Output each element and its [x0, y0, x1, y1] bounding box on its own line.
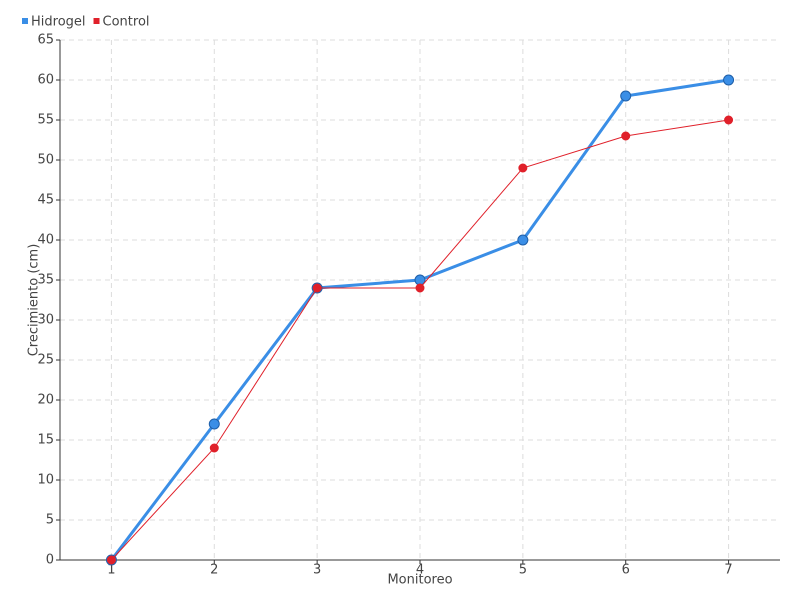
data-point — [106, 555, 116, 565]
y-tick-label: 5 — [46, 513, 54, 528]
data-point — [517, 234, 529, 246]
data-point — [415, 283, 425, 293]
y-tick-label: 30 — [37, 313, 54, 328]
legend-swatch — [93, 18, 100, 24]
y-tick-label: 50 — [37, 153, 54, 168]
data-point — [724, 115, 734, 125]
y-tick-label: 35 — [37, 273, 54, 288]
y-tick-label: 0 — [46, 553, 54, 568]
y-tick-label: 40 — [37, 233, 54, 248]
y-tick-label: 10 — [37, 473, 54, 488]
y-tick-label: 65 — [37, 33, 54, 48]
data-point — [620, 90, 632, 102]
x-tick-label: 4 — [416, 563, 424, 578]
x-tick-label: 2 — [210, 563, 218, 578]
x-tick-label: 6 — [622, 563, 630, 578]
x-tick-label: 1 — [107, 563, 115, 578]
x-tick-label: 7 — [724, 563, 732, 578]
data-point — [723, 74, 735, 86]
data-point — [209, 443, 219, 453]
legend-label: Control — [103, 15, 150, 30]
x-axis-label: Monitoreo — [387, 573, 452, 588]
data-point — [518, 163, 528, 173]
legend-swatch — [22, 18, 28, 24]
y-tick-label: 20 — [37, 393, 54, 408]
data-point — [208, 418, 220, 430]
legend-label: Hidrogel — [31, 15, 86, 30]
y-tick-label: 15 — [37, 433, 54, 448]
y-tick-label: 60 — [37, 73, 54, 88]
data-point — [312, 283, 322, 293]
x-tick-label: 5 — [519, 563, 527, 578]
y-tick-label: 25 — [37, 353, 54, 368]
y-tick-label: 45 — [37, 193, 54, 208]
y-tick-label: 55 — [37, 113, 54, 128]
y-axis-label: Crecimiento (cm) — [27, 244, 42, 357]
data-point — [621, 131, 631, 141]
x-tick-label: 3 — [313, 563, 321, 578]
